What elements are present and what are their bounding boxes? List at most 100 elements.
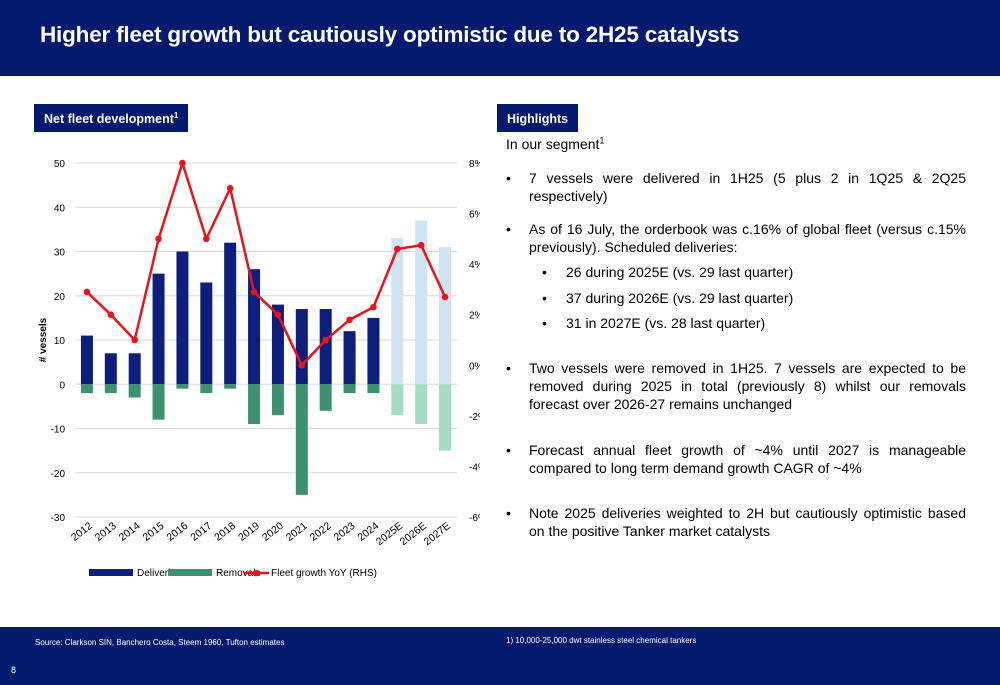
x-tick-label: 2026E [398,520,429,548]
delivery-bar [152,273,165,385]
legend-label-removals: Removals [216,568,260,579]
delivery-bar [128,353,141,385]
y-tick-label: -10 [51,425,66,436]
removal-bar [415,384,428,425]
delivery-bar [271,304,284,385]
x-tick-label: 2019 [236,520,262,544]
legend-marker-growth [252,569,260,577]
sub-bullet-text: 31 in 2027E (vs. 28 last quarter) [566,315,766,331]
removal-bar [224,384,237,389]
page-number: 8 [11,665,17,675]
growth-point [107,311,115,319]
growth-point [298,361,306,369]
delivery-bar [391,238,404,385]
growth-point [346,316,353,324]
sub-bullet-text: 26 during 2025E (vs. 29 last quarter) [566,264,794,280]
delivery-bar [80,335,93,385]
bullet-dot: • [506,221,511,237]
bullet-dot: • [506,505,511,521]
x-tick-label: 2012 [69,520,95,544]
x-tick-label: 2023 [332,520,358,544]
delivery-bar [367,317,380,385]
removal-bar [104,384,117,394]
highlights-tag: Highlights [497,104,579,132]
x-tick-label: 2020 [260,520,286,544]
x-tick-label: 2014 [117,520,143,544]
removal-bar [248,384,261,425]
net-fleet-tag-label: Net fleet development [44,112,174,126]
footer-bar: Source: Clarkson SIN, Banchero Costa, St… [0,627,1000,685]
footnote: 1) 10,000-25,000 dwt stainless steel che… [506,636,697,645]
segment-label: In our segment1 [506,135,604,153]
y-tick-label: 10 [54,336,66,347]
x-tick-label: 2013 [93,520,119,544]
y2-tick-label: 8% [469,159,480,170]
y2-tick-label: 2% [469,311,480,322]
y2-tick-label: -2% [469,412,480,423]
removal-bar [295,384,308,495]
delivery-bar [343,331,356,385]
y-axis-label: # vessels [38,317,49,362]
growth-point [155,235,162,243]
removal-bar [367,384,380,394]
y-tick-label: -30 [51,513,66,524]
growth-point [83,288,91,296]
bullet-text: As of 16 July, the orderbook was c.16% o… [529,221,966,255]
page-title: Higher fleet growth but cautiously optim… [40,22,740,47]
x-tick-label: 2016 [164,520,190,544]
sub-bullet-dot: • [542,264,547,280]
legend-label-growth: Fleet growth YoY (RHS) [271,568,377,579]
net-fleet-tag-sup: 1 [173,110,179,120]
growth-point [394,245,401,253]
y2-tick-label: -6% [469,513,480,524]
removal-bar [152,384,165,420]
delivery-bar [319,309,332,385]
bullet-text: Note 2025 deliveries weighted to 2H but … [529,505,966,539]
x-tick-label: 2027E [422,520,453,548]
x-tick-label: 2025E [374,520,405,548]
growth-point [179,159,186,167]
growth-point [250,288,258,296]
bullet-dot: • [506,442,511,458]
bullet-dot: • [506,170,511,186]
removal-bar [128,384,141,398]
removal-bar [439,384,452,451]
delivery-bar [224,242,237,385]
y2-tick-label: 4% [469,260,480,271]
y-tick-label: 20 [54,292,66,303]
removal-bar [391,384,404,416]
removal-bar [200,384,213,394]
growth-point [131,336,138,344]
x-tick-label: 2021 [284,520,310,544]
removal-bar [343,384,356,394]
bullet-dot: • [506,360,511,376]
growth-point [203,235,210,243]
x-tick-label: 2015 [141,520,167,544]
delivery-bar [439,247,452,385]
bullet-text: 7 vessels were delivered in 1H25 (5 plus… [529,170,966,204]
growth-point [441,293,449,301]
segment-sup: 1 [599,135,605,146]
highlights-tag-label: Highlights [507,112,569,126]
removal-bar [80,384,93,394]
growth-point [322,336,329,344]
header-bar: Higher fleet growth but cautiously optim… [0,0,1000,76]
delivery-bar [200,282,213,385]
growth-line [86,161,447,367]
y-tick-label: 50 [54,159,66,170]
legend-swatch-removals [168,569,212,576]
delivery-bar [415,220,428,385]
growth-point [370,303,377,311]
legend-label-deliveries: Deliveries [137,568,181,579]
legend-swatch-deliveries [89,569,133,576]
removal-bar [319,384,332,411]
delivery-bar [248,269,261,385]
segment-label-text: In our segment [506,136,600,152]
x-tick-label: 2022 [308,520,334,544]
sub-bullet-dot: • [542,290,547,306]
removal-bar [271,384,284,416]
growth-point [274,311,282,319]
growth-point [417,241,425,249]
x-tick-label: 2018 [212,520,238,544]
growth-point [226,184,234,192]
